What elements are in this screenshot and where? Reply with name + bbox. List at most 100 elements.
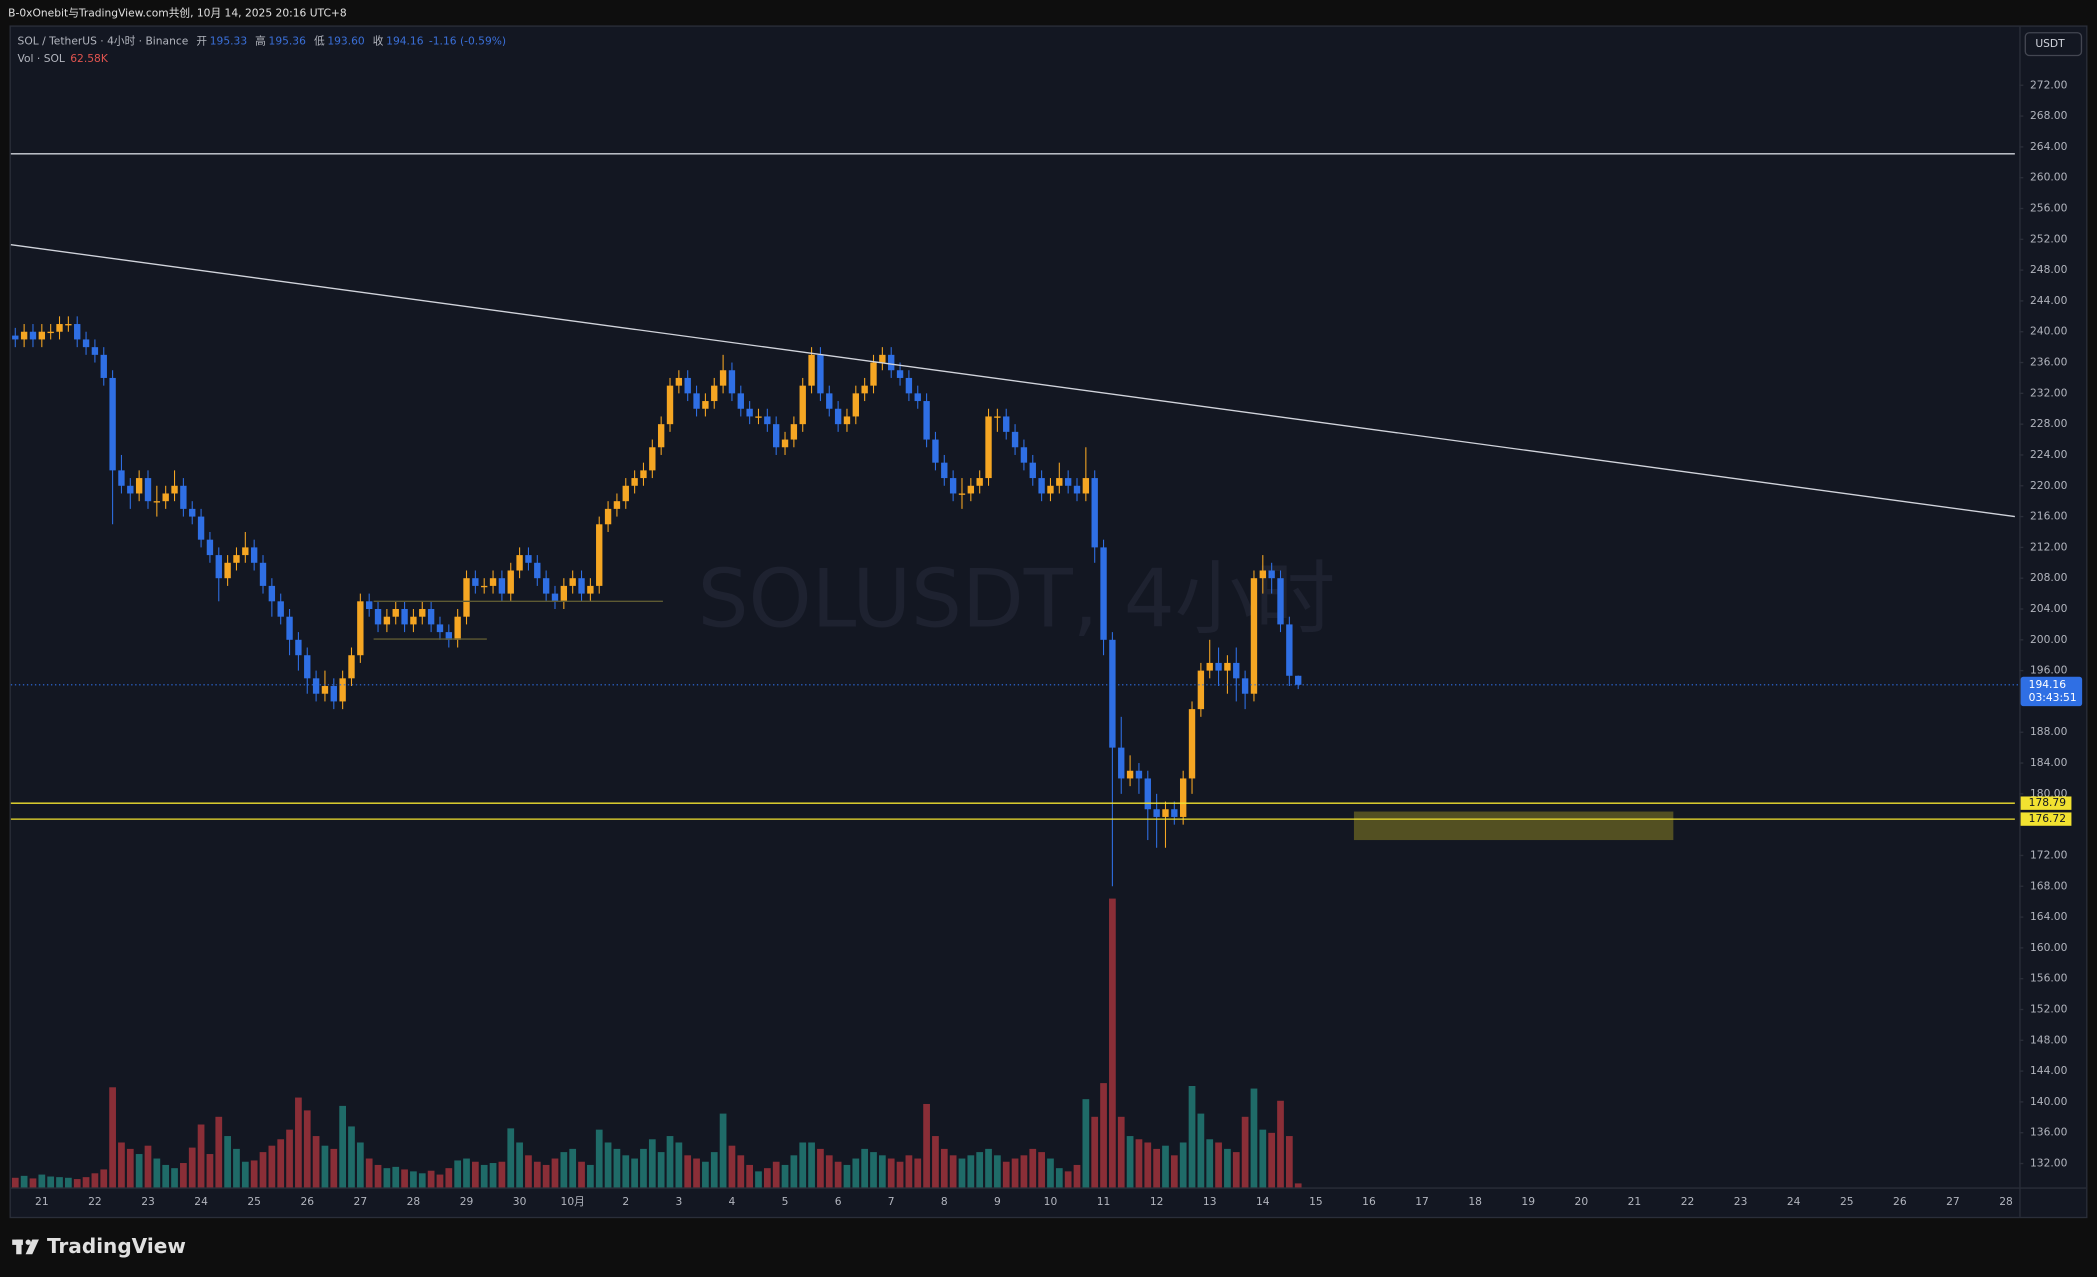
x-tick-label: 7 <box>888 1195 895 1208</box>
candle-body <box>410 616 417 625</box>
x-tick-label: 16 <box>1362 1195 1376 1208</box>
candle-body <box>604 508 612 525</box>
candle-body <box>481 585 488 588</box>
volume-bar <box>737 1155 745 1188</box>
candle-body <box>976 478 983 486</box>
volume-bar <box>224 1136 231 1188</box>
candle-body <box>242 547 249 556</box>
low-label: 低 <box>314 34 325 47</box>
volume-bar <box>1073 1164 1081 1188</box>
candle-body <box>1188 709 1196 779</box>
watermark: SOLUSDT, 4小时 <box>698 552 1336 645</box>
candle-body <box>985 416 992 479</box>
candle-body <box>596 524 603 586</box>
currency-box[interactable] <box>2024 32 2083 57</box>
candle-body <box>1215 662 1222 671</box>
volume-bar <box>312 1136 320 1188</box>
candle-body <box>445 632 453 640</box>
candle-body <box>56 324 63 332</box>
volume-bar <box>1277 1100 1284 1188</box>
volume-bar <box>197 1124 205 1188</box>
candle-body <box>1003 416 1010 432</box>
x-tick-label: 4 <box>729 1195 736 1208</box>
candle-body <box>118 470 125 486</box>
candle-body <box>1162 809 1169 817</box>
x-tick-label: 11 <box>1097 1195 1111 1208</box>
volume-bar <box>1215 1142 1222 1188</box>
candle-body <box>525 555 532 563</box>
volume-bar <box>454 1160 462 1188</box>
price-zone <box>1353 811 1674 841</box>
candle-body <box>879 354 886 363</box>
candle-body <box>516 555 523 571</box>
candle-body <box>259 562 267 586</box>
volume-bar <box>1109 898 1116 1188</box>
y-tick-label: 252.00 <box>2030 232 2068 245</box>
volume-bar <box>1144 1142 1152 1188</box>
candle-body <box>277 601 284 617</box>
y-tick-label: 136.00 <box>2030 1126 2068 1139</box>
volume-bar <box>1082 1099 1090 1188</box>
y-tick-label: 268.00 <box>2030 109 2068 122</box>
volume-bar <box>29 1178 37 1188</box>
volume-bar <box>569 1148 577 1188</box>
volume-bar <box>905 1155 913 1188</box>
y-tick-label: 140.00 <box>2030 1095 2068 1108</box>
volume-bar <box>1259 1129 1267 1188</box>
volume-bar <box>1294 1183 1302 1188</box>
volume-bar <box>967 1155 975 1188</box>
volume-bar <box>82 1177 90 1188</box>
candle-body <box>1020 447 1028 463</box>
change-value: -1.16 (-0.59%) <box>429 34 506 47</box>
volume-bar <box>392 1166 400 1188</box>
candle-body <box>286 616 293 640</box>
candle-body <box>1277 578 1284 625</box>
candle-body <box>100 354 107 378</box>
volume-bar <box>498 1161 506 1188</box>
candle-body <box>1011 431 1019 448</box>
x-tick-label: 3 <box>675 1195 682 1208</box>
y-tick-label: 168.00 <box>2030 879 2068 892</box>
candle-body <box>693 393 700 409</box>
countdown: 03:43:51 <box>2029 691 2077 704</box>
candle-body <box>1064 478 1072 486</box>
candle-body <box>728 370 736 394</box>
volume-bar <box>693 1158 700 1188</box>
x-tick-label: 29 <box>460 1195 474 1208</box>
x-tick-label: 27 <box>354 1195 368 1208</box>
x-tick-label: 25 <box>247 1195 261 1208</box>
volume-bar <box>303 1110 311 1188</box>
candle-body <box>312 678 320 694</box>
symbol: SOL / TetherUS · 4小时 · Binance <box>18 34 189 47</box>
x-tick-label: 8 <box>941 1195 948 1208</box>
candle-body <box>861 385 868 394</box>
volume-bar <box>640 1148 647 1188</box>
y-tick-label: 220.00 <box>2030 479 2068 492</box>
x-tick-label: 25 <box>1840 1195 1854 1208</box>
candle-body <box>144 478 152 502</box>
candle-body <box>1286 624 1293 676</box>
volume-bar <box>710 1152 718 1188</box>
candle-body <box>436 624 444 633</box>
volume-bar <box>374 1164 382 1188</box>
y-tick-label: 260.00 <box>2030 171 2068 184</box>
volume-bar <box>250 1160 258 1188</box>
volume-bar <box>932 1136 939 1188</box>
x-tick-label: 5 <box>782 1195 789 1208</box>
y-tick-label: 240.00 <box>2030 325 2068 338</box>
volume-bar <box>1091 1116 1099 1188</box>
candle-body <box>587 585 594 594</box>
candle-body <box>82 339 90 348</box>
volume-bar <box>1268 1132 1276 1188</box>
y-tick-label: 132.00 <box>2030 1157 2068 1170</box>
candle-body <box>374 609 382 625</box>
candle-body <box>454 616 461 640</box>
candle-body <box>1091 478 1098 548</box>
candle-body <box>560 585 568 602</box>
candle-body <box>932 439 939 463</box>
candle-body <box>711 385 718 402</box>
y-tick-label: 272.00 <box>2030 78 2068 91</box>
volume-bar <box>578 1161 585 1188</box>
y-tick-label: 152.00 <box>2030 1002 2068 1015</box>
